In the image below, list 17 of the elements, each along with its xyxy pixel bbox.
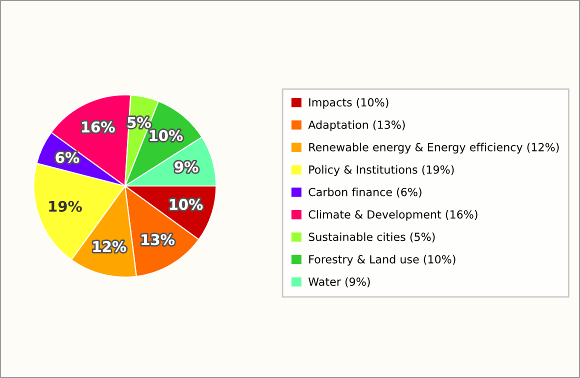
legend-label: Impacts (10%) (309, 98, 388, 109)
data-label: 13% (142, 234, 174, 246)
legend-label: Water (9%) (308, 277, 370, 288)
legend-label: Renewable energy & Energy efficiency (12%) (309, 142, 559, 154)
data-label: 10% (150, 130, 183, 142)
data-label: 6% (56, 152, 80, 164)
data-label: 10% (170, 198, 203, 210)
legend-label: Climate & Development (16%) (308, 210, 478, 221)
data-label: 16% (82, 121, 115, 132)
legend-label: Carbon finance (6%) (308, 188, 422, 198)
legend-label: Adaptation (13%) (308, 120, 405, 132)
legend-label: Sustainable cities (5%) (308, 232, 435, 242)
legend-label: Policy & Institutions (19%) (309, 165, 454, 176)
legend-label: Forestry & Land use (10%) (309, 254, 456, 266)
data-label: 19% (49, 200, 82, 212)
data-label: 9% (174, 161, 198, 172)
data-label: 12% (93, 241, 126, 252)
